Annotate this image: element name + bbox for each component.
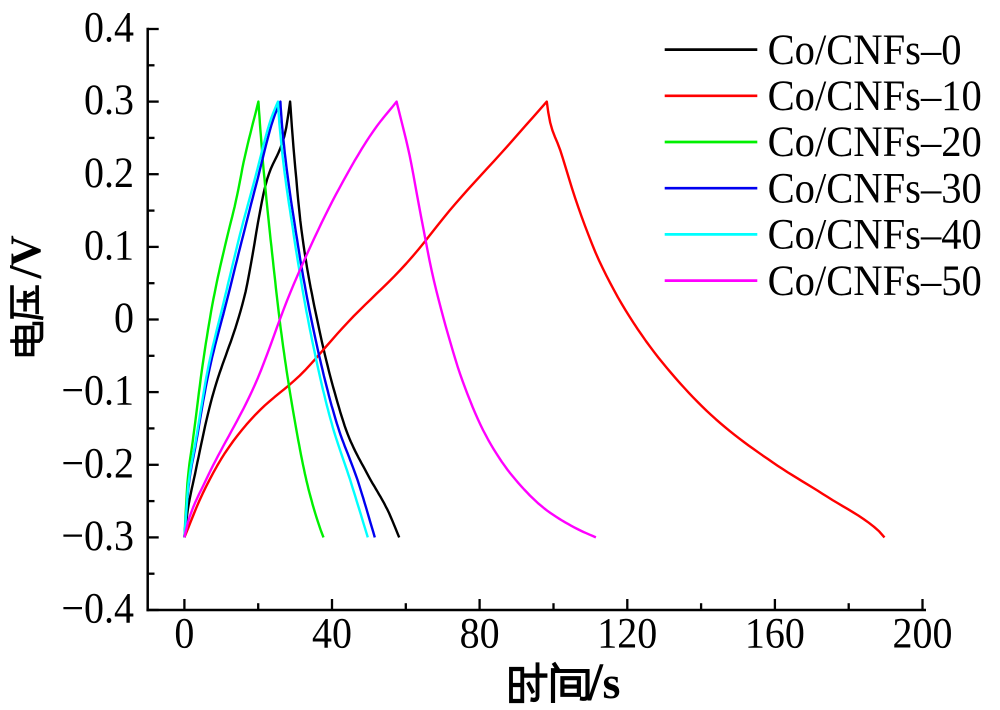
svg-text:0: 0 xyxy=(174,609,194,657)
svg-text:−0.2: −0.2 xyxy=(61,439,134,487)
svg-text:−0.4: −0.4 xyxy=(61,584,134,632)
svg-text:0.3: 0.3 xyxy=(84,76,134,124)
svg-text:40: 40 xyxy=(312,609,352,657)
svg-text:0.4: 0.4 xyxy=(84,3,134,51)
svg-text:−0.3: −0.3 xyxy=(61,512,134,560)
svg-text:Co/CNFs–50: Co/CNFs–50 xyxy=(768,258,982,305)
svg-text:Co/CNFs–10: Co/CNFs–10 xyxy=(768,73,982,120)
svg-text:0.1: 0.1 xyxy=(84,221,134,269)
svg-text:/: / xyxy=(587,652,604,705)
svg-text:0: 0 xyxy=(114,294,134,342)
svg-text:200: 200 xyxy=(893,609,953,657)
svg-text:120: 120 xyxy=(597,609,657,657)
svg-text:80: 80 xyxy=(460,609,500,657)
svg-text:−0.1: −0.1 xyxy=(61,366,134,414)
svg-text:Co/CNFs–40: Co/CNFs–40 xyxy=(768,212,982,259)
svg-text:0.2: 0.2 xyxy=(84,148,134,196)
svg-text:V: V xyxy=(3,235,50,266)
svg-text:s: s xyxy=(603,657,621,705)
svg-text:/: / xyxy=(0,265,52,280)
svg-text:160: 160 xyxy=(745,609,805,657)
svg-text:Co/CNFs–30: Co/CNFs–30 xyxy=(768,165,982,212)
svg-text:Co/CNFs–20: Co/CNFs–20 xyxy=(768,119,982,166)
svg-text:Co/CNFs–0: Co/CNFs–0 xyxy=(768,27,962,74)
